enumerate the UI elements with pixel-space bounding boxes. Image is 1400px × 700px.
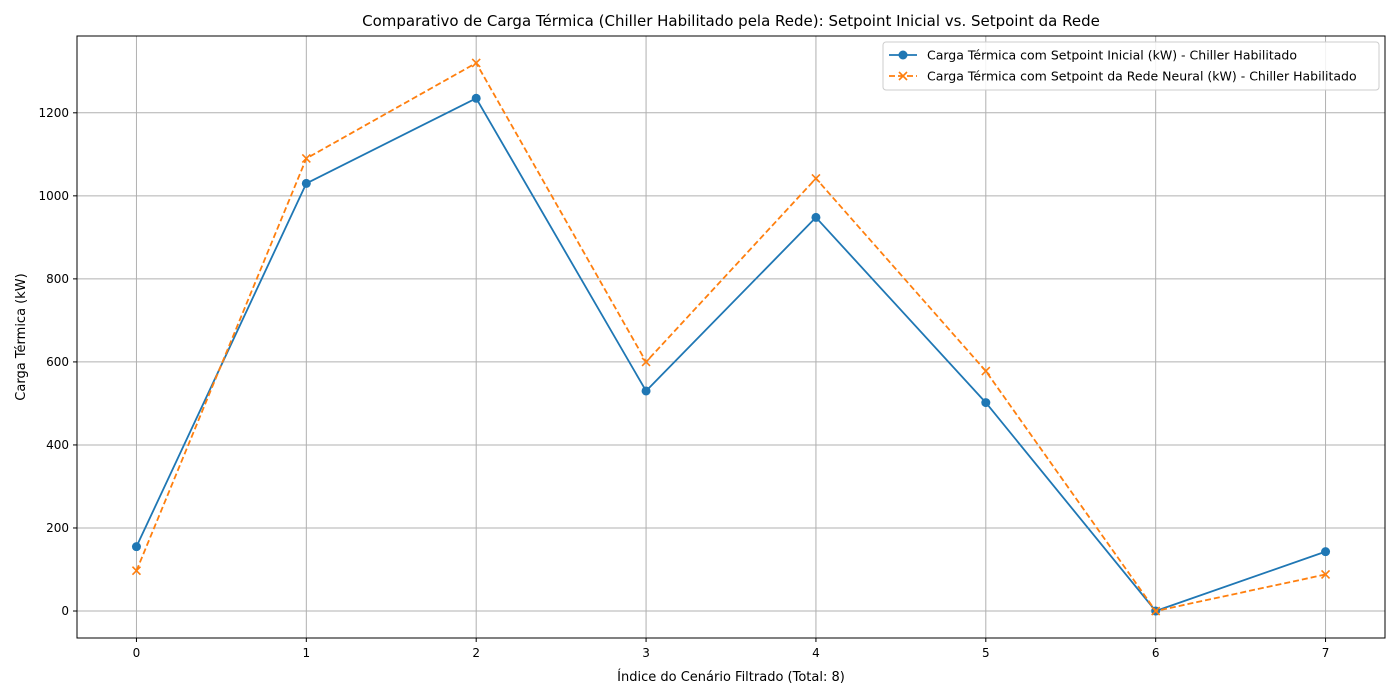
series-initial-point <box>811 212 821 222</box>
chart-title: Comparativo de Carga Térmica (Chiller Ha… <box>362 12 1100 30</box>
plot-frame <box>76 35 1386 639</box>
grid <box>77 36 1385 638</box>
x-tick-label: 5 <box>982 646 990 660</box>
legend-label-neural: Carga Térmica com Setpoint da Rede Neura… <box>927 69 1357 84</box>
axis-ticks: 0 1 2 3 4 5 6 7 0 200 400 600 800 1000 1200 <box>38 106 1329 660</box>
y-axis-label: Carga Térmica (kW) <box>14 273 29 400</box>
legend: Carga Térmica com Setpoint Inicial (kW) … <box>882 41 1380 91</box>
series-neural-point <box>301 153 311 164</box>
y-tick-label: 400 <box>46 438 69 452</box>
series-initial-point <box>981 398 991 408</box>
x-tick-label: 2 <box>472 646 480 660</box>
legend-swatch-point <box>898 71 908 81</box>
y-tick-label: 800 <box>46 272 69 286</box>
series-neural <box>131 58 1331 616</box>
x-tick-label: 4 <box>812 646 820 660</box>
x-tick-label: 6 <box>1152 646 1160 660</box>
series-neural-point <box>131 566 142 576</box>
series-group <box>131 58 1331 616</box>
legend-entry-neural-setpoint: Carga Térmica com Setpoint da Rede Neura… <box>889 69 1357 84</box>
series-neural-point <box>811 173 821 183</box>
series-initial-point <box>1321 547 1331 557</box>
series-initial-point <box>301 178 311 188</box>
series-neural-line <box>135 62 1326 612</box>
y-tick-label: 200 <box>46 521 69 535</box>
y-tick-label: 0 <box>61 604 69 618</box>
series-neural-point <box>1151 606 1161 616</box>
x-tick-label: 3 <box>642 646 650 660</box>
series-neural-point <box>981 366 991 376</box>
y-tick-label: 600 <box>46 355 69 369</box>
legend-label-initial: Carga Térmica com Setpoint Inicial (kW) … <box>927 48 1297 63</box>
series-initial-point <box>131 542 141 552</box>
legend-entry-initial-setpoint: Carga Térmica com Setpoint Inicial (kW) … <box>889 48 1297 63</box>
y-tick-label: 1000 <box>38 189 69 203</box>
x-tick-label: 7 <box>1322 646 1330 660</box>
series-initial-line <box>135 97 1326 612</box>
x-tick-label: 1 <box>303 646 311 660</box>
series-neural-point <box>471 58 481 68</box>
series-initial-point <box>471 93 481 103</box>
series-neural-point <box>1320 569 1331 580</box>
series-initial-point <box>641 386 651 396</box>
x-tick-label: 0 <box>133 646 141 660</box>
y-tick-label: 1200 <box>38 106 69 120</box>
legend-box <box>882 41 1380 91</box>
series-initial <box>131 93 1331 616</box>
series-neural-point <box>641 357 651 367</box>
legend-swatch-point <box>898 50 908 60</box>
x-axis-label: Índice do Cenário Filtrado (Total: 8) <box>617 669 845 685</box>
